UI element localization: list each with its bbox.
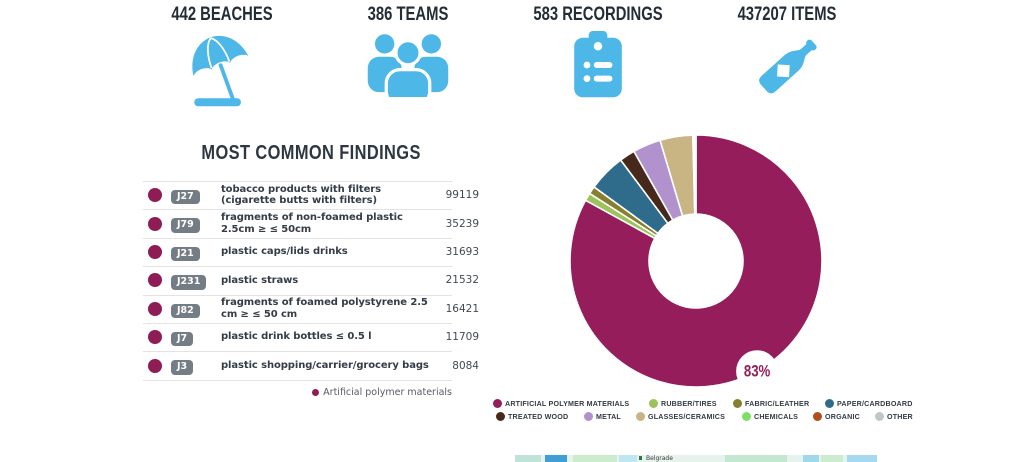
stat-teams: 386 TEAMS: [318, 4, 498, 107]
map-water-patch: [803, 455, 819, 462]
legend-dot: [732, 399, 742, 408]
code-badge: J231: [171, 275, 207, 290]
legend-dot: [741, 412, 751, 421]
code-badge: J3: [171, 360, 194, 375]
code-badge: J82: [171, 303, 200, 318]
category-dot: [148, 358, 162, 373]
legend-dot: [813, 412, 823, 421]
table-row: J27 tobacco products with filters (cigar…: [143, 181, 479, 209]
legend-dot: [825, 399, 835, 408]
finding-label: fragments of non-foamed plastic 2.5cm ≥ …: [221, 212, 403, 235]
map-city-label: Belgrade: [646, 455, 673, 462]
percent-callout-bubble: [736, 350, 779, 393]
finding-value: 21532: [445, 274, 479, 287]
map-water-patch: [619, 455, 637, 462]
table-row: J79 fragments of non-foamed plastic 2.5c…: [143, 209, 479, 237]
map-terrain-patch: [573, 455, 617, 462]
legend-item: RUBBER/TIRES: [649, 399, 720, 408]
legend-item: FABRIC/LEATHER: [732, 399, 813, 408]
findings-list: J27 tobacco products with filters (cigar…: [143, 181, 479, 381]
finding-value: 16421: [445, 302, 479, 315]
finding-value: 8084: [452, 359, 479, 372]
chart-legend: ARTIFICIAL POLYMER MATERIALS RUBBER/TIRE…: [493, 399, 913, 425]
stat-recordings: 583 RECORDINGS: [508, 4, 688, 104]
stat-teams-label: 386 TEAMS: [367, 4, 449, 25]
code-badge: J7: [171, 331, 194, 347]
legend-item: CHEMICALS: [741, 412, 800, 421]
legend-row-1: ARTIFICIAL POLYMER MATERIALS RUBBER/TIRE…: [493, 399, 913, 408]
map-terrain-patch: [515, 455, 541, 462]
category-dot: [148, 244, 162, 259]
teams-icon: [367, 31, 449, 107]
legend-row-2: TREATED WOOD METAL GLASSES/CERAMICS CHEM…: [495, 412, 913, 421]
category-dot: [312, 389, 320, 396]
legend-dot: [584, 412, 594, 421]
clipboard-icon: [572, 31, 624, 104]
finding-label: plastic shopping/carrier/grocery bags: [221, 359, 429, 371]
litter-composition-donut-chart[interactable]: 83%: [551, 116, 841, 406]
legend-item: METAL: [584, 412, 622, 421]
table-row: J82 fragments of foamed polystyrene 2.5 …: [143, 294, 479, 323]
finding-label: plastic caps/lids drinks: [221, 246, 348, 258]
finding-value: 11709: [445, 331, 479, 344]
map-terrain-patch: [725, 455, 787, 462]
code-badge: J27: [171, 189, 200, 205]
legend-item: OTHER: [874, 412, 914, 421]
stat-beaches: 442 BEACHES: [132, 4, 312, 112]
stat-items-label: 437207 ITEMS: [737, 4, 837, 25]
finding-label: plastic straws: [221, 274, 299, 286]
legend-item: PAPER/CARDBOARD: [825, 399, 917, 408]
legend-dot: [493, 399, 503, 408]
legend-dot: [495, 412, 505, 421]
stat-items: 437207 ITEMS: [697, 4, 877, 108]
map-water-patch: [847, 455, 877, 462]
category-dot: [148, 273, 162, 288]
finding-value: 31693: [445, 245, 479, 258]
findings-title: MOST COMMON FINDINGS: [201, 141, 421, 164]
map-preview[interactable]: Belgrade: [515, 455, 877, 462]
code-badge: J21: [171, 246, 200, 262]
stat-recordings-label: 583 RECORDINGS: [533, 4, 663, 25]
table-row: J3 plastic shopping/carrier/grocery bags…: [143, 351, 479, 379]
legend-item: ARTIFICIAL POLYMER MATERIALS: [493, 399, 636, 408]
finding-label: tobacco products with filters (cigarette…: [221, 183, 381, 207]
table-row: J231 plastic straws 21532: [143, 266, 479, 294]
legend-dot: [635, 412, 645, 421]
category-dot: [148, 216, 162, 231]
beach-umbrella-icon: [181, 31, 263, 112]
percent-callout-label: 83%: [744, 362, 771, 381]
finding-label: fragments of foamed polystyrene 2.5 cm ≥…: [221, 297, 428, 320]
pie-slice[interactable]: [569, 134, 823, 388]
finding-value: 35239: [445, 217, 479, 230]
legend-dot: [874, 412, 884, 421]
stat-beaches-label: 442 BEACHES: [171, 4, 273, 25]
table-row: J7 plastic drink bottles ≤ 0.5 l 11709: [143, 322, 479, 351]
finding-value: 99119: [445, 189, 479, 202]
map-marker-icon: [639, 456, 642, 460]
map-terrain-patch: [821, 455, 843, 462]
map-water-patch: [545, 455, 567, 462]
category-dot: [148, 330, 162, 345]
legend-dot: [649, 399, 659, 408]
findings-footnote: Artificial polymer materials: [143, 387, 452, 398]
legend-item: TREATED WOOD: [495, 412, 572, 421]
legend-item: ORGANIC: [813, 412, 862, 421]
bottle-icon: [751, 31, 823, 108]
findings-footnote-label: Artificial polymer materials: [323, 387, 452, 398]
finding-label: plastic drink bottles ≤ 0.5 l: [221, 331, 372, 343]
table-row: J21 plastic caps/lids drinks 31693: [143, 237, 479, 266]
code-badge: J79: [171, 218, 200, 233]
category-dot: [148, 301, 162, 316]
findings-panel-header: MOST COMMON FINDINGS: [143, 141, 479, 165]
pie-slice[interactable]: [694, 134, 697, 215]
list-bottom-divider: [143, 379, 452, 381]
category-dot: [148, 188, 162, 203]
legend-item: GLASSES/CERAMICS: [635, 412, 729, 421]
